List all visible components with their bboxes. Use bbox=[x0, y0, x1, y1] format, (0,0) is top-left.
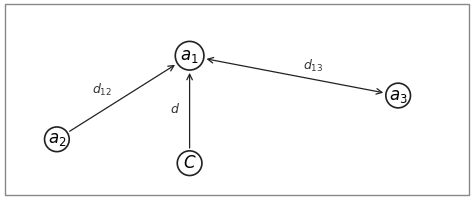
Text: $d_{12}$: $d_{12}$ bbox=[92, 82, 112, 98]
Circle shape bbox=[175, 41, 204, 70]
Text: $d$: $d$ bbox=[170, 102, 181, 116]
Text: $C$: $C$ bbox=[183, 154, 196, 172]
Text: $a_1$: $a_1$ bbox=[180, 47, 199, 65]
Circle shape bbox=[45, 127, 69, 152]
Circle shape bbox=[386, 83, 410, 108]
Text: $a_2$: $a_2$ bbox=[48, 130, 66, 148]
Text: $a_3$: $a_3$ bbox=[389, 87, 408, 104]
Text: $d_{13}$: $d_{13}$ bbox=[303, 58, 323, 74]
Circle shape bbox=[177, 151, 202, 176]
